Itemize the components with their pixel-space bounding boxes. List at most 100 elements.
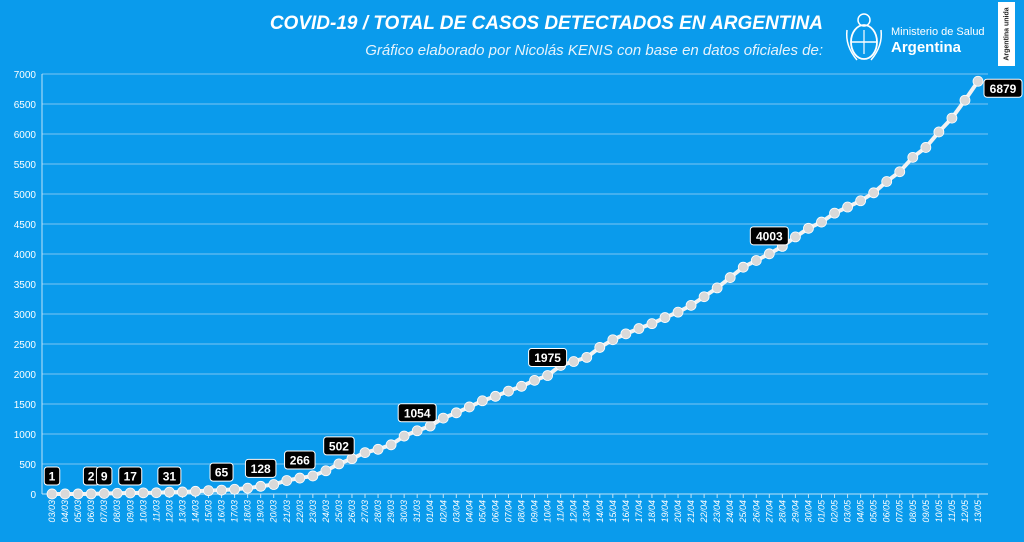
x-tick-label: 16/04 — [621, 500, 631, 523]
logo-line2: Argentina — [891, 39, 962, 56]
data-label: 502 — [323, 436, 355, 456]
x-tick-label: 06/04 — [490, 500, 500, 523]
data-point — [542, 370, 554, 381]
x-tick-label: 13/05 — [973, 499, 983, 523]
data-point — [229, 483, 240, 495]
x-tick-label: 05/04 — [477, 500, 487, 523]
data-point — [268, 479, 280, 490]
data-label-text: 65 — [215, 466, 229, 480]
y-tick-label: 7000 — [14, 70, 37, 81]
data-label-box — [244, 458, 277, 478]
x-tick-label: 02/05 — [830, 499, 840, 523]
x-tick-label: 22/03 — [295, 500, 305, 524]
data-point — [255, 480, 267, 492]
x-tick-label: 19/04 — [660, 500, 670, 523]
data-point — [359, 447, 371, 459]
x-tick-label: 21/04 — [686, 500, 696, 524]
data-label-box — [43, 466, 61, 486]
x-tick-label: 03/05 — [843, 499, 853, 523]
data-point — [724, 272, 736, 283]
data-point — [594, 342, 606, 353]
x-tick-label: 15/04 — [608, 500, 618, 523]
data-point — [855, 195, 867, 207]
data-label-box — [397, 403, 437, 423]
data-point — [816, 216, 827, 228]
x-tick-label: 22/04 — [699, 500, 709, 524]
logo-line1: Ministerio de Salud — [891, 26, 985, 38]
data-label-box — [528, 348, 568, 367]
data-point — [281, 475, 293, 486]
data-point — [476, 395, 488, 407]
y-tick-label: 1000 — [14, 430, 37, 441]
data-point — [959, 94, 971, 106]
x-tick-label: 29/04 — [790, 500, 800, 524]
x-tick-label: 16/03 — [217, 500, 227, 523]
y-tick-label: 4000 — [14, 250, 37, 261]
x-tick-label: 27/03 — [360, 500, 370, 524]
x-tick-label: 17/03 — [230, 500, 240, 523]
x-tick-label: 11/05 — [947, 499, 957, 522]
data-label-box — [323, 436, 355, 456]
y-tick-label: 0 — [30, 490, 36, 501]
y-tick-label: 5500 — [14, 160, 37, 171]
data-point — [933, 126, 945, 138]
data-point — [372, 443, 384, 455]
x-tick-label: 08/05 — [908, 499, 918, 523]
data-label-text: 6879 — [990, 82, 1017, 96]
data-point — [385, 439, 397, 451]
x-tick-label: 30/03 — [399, 500, 409, 523]
data-label-text: 17 — [124, 470, 138, 484]
data-point — [620, 328, 632, 340]
x-tick-label: 07/04 — [503, 500, 513, 523]
x-tick-label: 28/03 — [373, 500, 383, 524]
data-label: 1975 — [528, 348, 568, 367]
x-tick-label: 26/04 — [751, 500, 761, 524]
y-tick-label: 4500 — [14, 220, 37, 231]
x-tick-label: 17/04 — [634, 500, 644, 523]
coat-of-arms-icon — [845, 13, 883, 61]
data-point — [411, 425, 423, 437]
data-label: 1054 — [397, 403, 437, 423]
data-label-text: 266 — [290, 454, 310, 468]
data-label-text: 4003 — [756, 229, 783, 243]
x-tick-label: 31/03 — [412, 500, 422, 523]
data-label-box — [209, 462, 234, 482]
x-tick-label: 04/03 — [60, 500, 70, 523]
x-tick-label: 21/03 — [282, 500, 292, 524]
x-tick-label: 14/03 — [190, 500, 200, 523]
argentina-unida-badge: Argentina unida — [998, 2, 1015, 66]
data-point — [85, 488, 97, 500]
y-tick-label: 500 — [19, 460, 36, 471]
data-label-text: 502 — [329, 439, 349, 453]
data-point — [450, 407, 462, 419]
data-point — [216, 484, 227, 496]
series-line — [52, 80, 980, 496]
data-point — [59, 488, 71, 500]
x-tick-label: 11/03 — [151, 500, 161, 522]
chart-subtitle: Gráfico elaborado por Nicolás KENIS con … — [365, 42, 823, 59]
data-point — [46, 488, 58, 500]
x-tick-label: 09/04 — [530, 500, 540, 523]
data-point — [659, 312, 671, 323]
y-tick-label: 3000 — [14, 310, 37, 321]
data-label: 9 — [95, 466, 113, 486]
x-tick-label: 09/05 — [921, 499, 931, 523]
data-point — [842, 201, 853, 213]
data-label-text: 1 — [49, 470, 56, 484]
x-tick-label: 20/03 — [269, 500, 279, 524]
data-point — [881, 176, 893, 187]
y-tick-label: 6000 — [14, 130, 37, 141]
data-label: 17 — [118, 466, 143, 486]
data-point — [894, 166, 906, 178]
x-tick-label: 15/03 — [204, 500, 214, 523]
data-point — [672, 306, 684, 318]
data-point — [972, 75, 984, 87]
x-tick-label: 03/04 — [451, 500, 461, 523]
data-point — [124, 487, 136, 499]
y-tick-label: 3500 — [14, 280, 37, 291]
data-point — [307, 470, 319, 482]
data-label-text: 1054 — [404, 406, 431, 420]
data-label-box — [749, 226, 789, 246]
x-tick-label: 06/03 — [86, 500, 96, 523]
